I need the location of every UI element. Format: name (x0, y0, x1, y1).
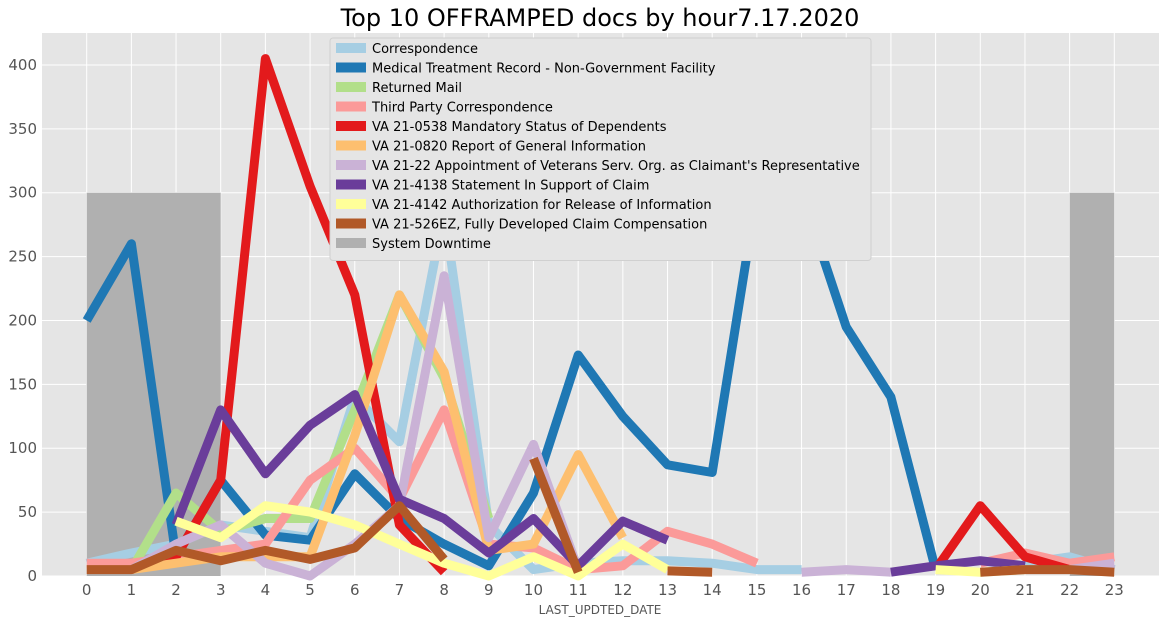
x-tick-label: 21 (1015, 581, 1034, 599)
x-tick-label: 19 (926, 581, 945, 599)
legend-swatch (336, 218, 366, 229)
legend-label: VA 21-4138 Statement In Support of Claim (372, 179, 649, 194)
x-tick-label: 10 (524, 581, 543, 599)
legend-label: VA 21-22 Appointment of Veterans Serv. O… (372, 159, 860, 174)
y-tick-label: 350 (8, 120, 37, 138)
x-tick-label: 13 (658, 581, 677, 599)
legend-swatch (336, 199, 366, 209)
series-line-va-21-22-appointment-of-veterans-serv-org-as-claimant-s-representative (801, 565, 892, 577)
series-line-va-21-0538-mandatory-status-of-dependents (931, 501, 1071, 574)
x-axis-label: LAST_UPDTED_DATE (539, 603, 662, 617)
series-line-va-21-526ez-fully-developed-claim-compensation (86, 501, 448, 575)
y-tick-label: 250 (8, 248, 37, 266)
legend-label: Third Party Correspondence (371, 101, 553, 116)
x-tick-label: 22 (1060, 581, 1079, 599)
legend-label: Medical Treatment Record - Non-Governmen… (372, 62, 716, 77)
x-tick-label: 2 (171, 581, 181, 599)
y-tick-label: 50 (18, 503, 37, 521)
x-tick-label: 1 (127, 581, 137, 599)
series-line-va-21-526ez-fully-developed-claim-compensation (529, 456, 583, 574)
y-tick-label: 150 (8, 375, 37, 393)
x-tick-label: 7 (395, 581, 405, 599)
legend-swatch (336, 43, 366, 53)
x-tick-label: 5 (305, 581, 315, 599)
x-tick-label: 16 (792, 581, 811, 599)
x-tick-label: 17 (837, 581, 856, 599)
x-tick-label: 0 (82, 581, 92, 599)
x-tick-label: 4 (261, 581, 271, 599)
legend-swatch (336, 238, 366, 248)
x-tick-label: 20 (971, 581, 990, 599)
y-tick-label: 0 (27, 567, 37, 585)
series-line-va-21-4138-statement-in-support-of-claim (890, 556, 1026, 577)
series-line-va-21-526ez-fully-developed-claim-compensation (667, 566, 713, 577)
x-tick-label: 18 (881, 581, 900, 599)
x-tick-label: 9 (484, 581, 494, 599)
y-tick-label: 100 (8, 439, 37, 457)
legend-swatch (336, 62, 366, 73)
legend-label: Returned Mail (372, 81, 462, 96)
x-tick-label: 12 (613, 581, 632, 599)
legend-box (329, 37, 872, 261)
legend-swatch (336, 140, 366, 151)
x-tick-label: 23 (1105, 581, 1124, 599)
legend-swatch (336, 82, 366, 92)
series-line-third-party-correspondence (979, 548, 1115, 568)
legend-label: VA 21-0538 Mandatory Status of Dependent… (372, 120, 667, 135)
y-tick-label: 300 (8, 184, 37, 202)
legend-label: VA 21-0820 Report of General Information (372, 140, 646, 155)
downtime-band (1069, 192, 1115, 577)
legend-swatch (336, 121, 366, 131)
y-tick-label: 400 (8, 56, 37, 74)
legend-label: System Downtime (372, 237, 491, 252)
x-tick-label: 15 (747, 581, 766, 599)
series-line-va-21-526ez-fully-developed-claim-compensation (980, 565, 1115, 577)
x-tick-label: 14 (703, 581, 722, 599)
legend-swatch (336, 101, 366, 112)
series-line-va-21-4142-authorization-for-release-of-information (174, 501, 670, 581)
y-tick-label: 200 (8, 311, 37, 329)
legend-label: VA 21-4142 Authorization for Release of … (372, 198, 712, 213)
chart-title: Top 10 OFFRAMPED docs by hour7.17.2020 (340, 4, 860, 32)
series-line-va-21-4138-statement-in-support-of-claim (171, 390, 670, 571)
x-tick-label: 3 (216, 581, 226, 599)
legend-label: VA 21-526EZ, Fully Developed Claim Compe… (372, 218, 707, 233)
legend-swatch (336, 160, 366, 170)
x-tick-label: 8 (439, 581, 449, 599)
legend-swatch (336, 179, 366, 190)
legend-label: Correspondence (372, 42, 478, 57)
x-tick-label: 6 (350, 581, 360, 599)
x-tick-label: 11 (569, 581, 588, 599)
